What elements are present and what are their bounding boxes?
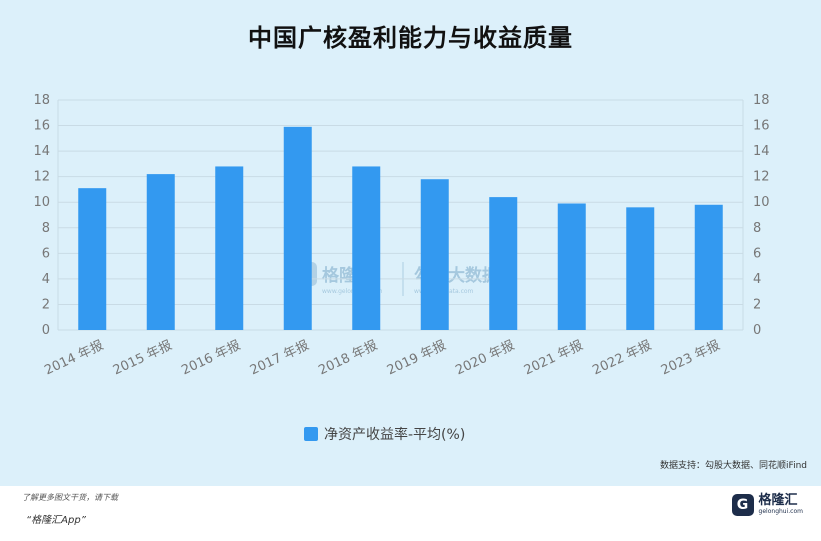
bar: [146, 174, 175, 330]
y-tick-label-right: 2: [753, 297, 761, 312]
x-tick-label: 2020 年报: [453, 338, 517, 378]
x-tick-label: 2023 年报: [659, 338, 723, 378]
brand-logo-icon: G: [731, 494, 754, 516]
brand-name: 格隆汇: [758, 493, 798, 508]
bar: [78, 188, 107, 330]
chart-title: 中国广核盈利能力与收益质量: [248, 24, 573, 52]
y-tick-label-right: 0: [753, 323, 761, 338]
x-tick-label: 2021 年报: [522, 338, 586, 378]
data-source: 数据支持：勾股大数据、同花顺iFind: [660, 461, 807, 471]
y-tick-label-right: 10: [753, 195, 770, 210]
x-tick-label: 2016 年报: [179, 338, 243, 378]
y-tick-label-left: 10: [33, 195, 50, 210]
y-tick-label-left: 0: [42, 323, 50, 338]
bar: [215, 166, 244, 330]
bar: [626, 207, 655, 330]
footer-app-name: “格隆汇App”: [26, 515, 86, 526]
bar: [420, 179, 449, 330]
bar: [489, 197, 518, 330]
y-tick-label-right: 12: [753, 170, 770, 185]
x-tick-label: 2014 年报: [42, 338, 106, 378]
y-tick-label-left: 4: [42, 272, 50, 287]
y-tick-label-right: 4: [753, 272, 761, 287]
y-tick-label-left: 14: [33, 144, 50, 159]
brand-url: gelonghui.com: [758, 508, 803, 515]
legend-label: 净资产收益率-平均(%): [324, 426, 465, 443]
y-tick-label-left: 16: [33, 119, 50, 134]
bar: [694, 204, 723, 330]
chart-card: 中国广核盈利能力与收益质量 G格隆汇www.gelonghui.com勾股大数据…: [0, 0, 821, 486]
y-tick-label-left: 18: [33, 93, 50, 108]
x-tick-label: 2018 年报: [316, 338, 380, 378]
y-tick-label-left: 2: [42, 297, 50, 312]
bar: [557, 203, 586, 330]
y-tick-label-right: 8: [753, 221, 761, 236]
bar-chart: G格隆汇www.gelonghui.com勾股大数据www.gogudata.c…: [33, 93, 770, 443]
footer-tip: 了解更多图文干货，请下载: [22, 493, 118, 502]
bar: [352, 166, 381, 330]
bar: [283, 126, 312, 330]
y-tick-label-right: 16: [753, 119, 770, 134]
y-tick-label-left: 8: [42, 221, 50, 236]
brand-logo: G 格隆汇 gelonghui.com: [731, 493, 803, 516]
y-tick-label-right: 6: [753, 246, 761, 261]
y-tick-label-left: 12: [33, 170, 50, 185]
y-tick-label-right: 18: [753, 93, 770, 108]
x-tick-label: 2019 年报: [385, 338, 449, 378]
y-tick-label-left: 6: [42, 246, 50, 261]
x-tick-label: 2015 年报: [111, 338, 175, 378]
x-tick-label: 2017 年报: [248, 338, 312, 378]
legend-swatch: [304, 427, 318, 441]
y-tick-label-right: 14: [753, 144, 770, 159]
x-tick-label: 2022 年报: [590, 338, 654, 378]
